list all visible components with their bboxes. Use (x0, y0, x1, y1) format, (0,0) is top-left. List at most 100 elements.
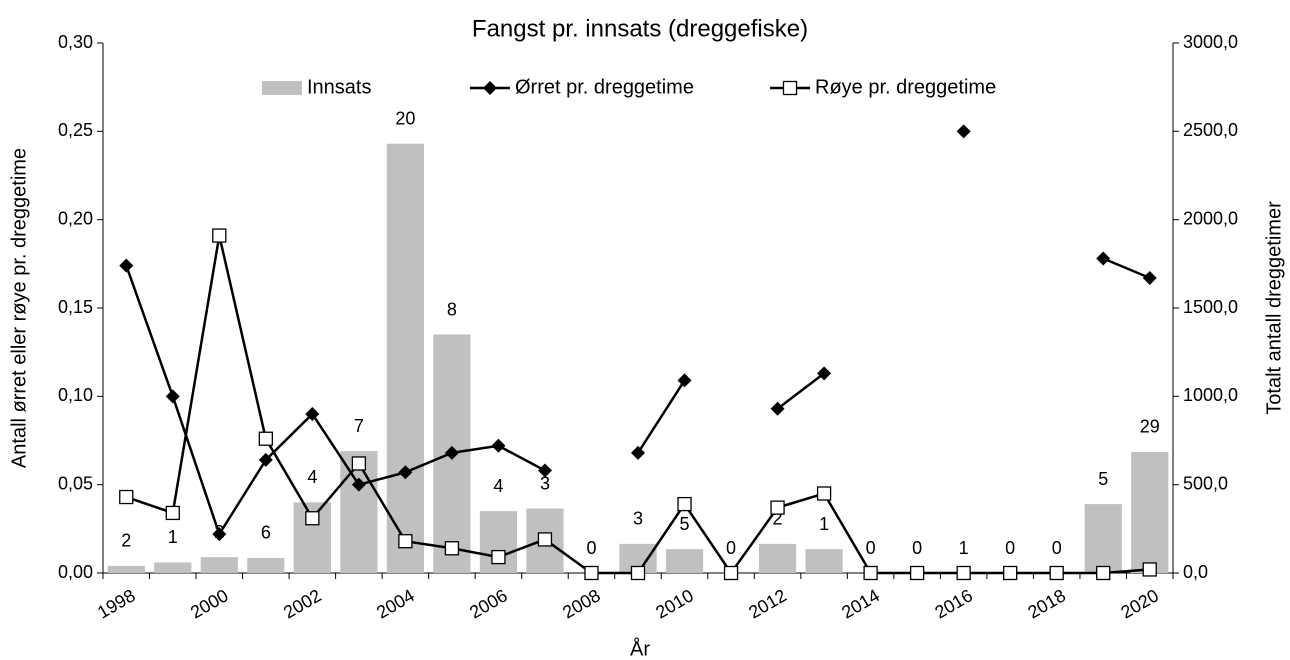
marker (677, 373, 692, 388)
marker (863, 565, 878, 581)
bar-label: 0 (912, 538, 922, 558)
bar (200, 557, 238, 573)
bar-label: 3 (540, 473, 550, 493)
marker (631, 445, 645, 460)
marker (398, 534, 413, 549)
bar-label: 4 (307, 467, 317, 487)
marker (1049, 565, 1064, 581)
y2-axis-label: Totalt antall dreggetimer (1263, 201, 1285, 415)
bar (154, 562, 192, 573)
marker (444, 445, 459, 460)
legend-label: Ørret pr. dreggetime (515, 76, 694, 98)
y2-tick-label: 0,0 (1183, 562, 1208, 582)
marker (956, 124, 971, 139)
marker (584, 565, 599, 581)
bar-label: 1 (168, 527, 178, 547)
y-tick-label: 0,00 (58, 562, 93, 582)
y2-tick-label: 1000,0 (1183, 385, 1238, 405)
y2-tick-label: 2000,0 (1183, 208, 1238, 228)
marker (537, 532, 553, 547)
marker (258, 452, 273, 467)
y-tick-label: 0,10 (58, 385, 93, 405)
bar-label: 5 (1098, 469, 1108, 489)
legend-label: Innsats (307, 76, 371, 98)
marker (305, 407, 320, 421)
bar-label: 20 (395, 108, 415, 128)
marker (770, 500, 785, 515)
legend-marker (483, 81, 497, 95)
bar-label: 7 (354, 416, 364, 436)
marker (1096, 565, 1111, 581)
marker (723, 565, 739, 581)
bar-label: 6 (261, 523, 271, 543)
bar (107, 565, 145, 573)
bar (247, 557, 285, 573)
bar-label: 29 (1140, 417, 1160, 437)
bar-label: 2 (773, 509, 783, 529)
y-axis-label: Antall ørret eller røye pr. dreggetime (8, 148, 30, 468)
x-tick-label: 2012 (745, 585, 790, 622)
y2-tick-label: 1500,0 (1183, 297, 1238, 317)
marker (212, 228, 227, 243)
x-tick-label: 2006 (466, 585, 511, 622)
bar-label: 0 (1005, 538, 1015, 558)
legend-swatch (262, 81, 302, 95)
bar-label: 0 (1052, 538, 1062, 558)
x-tick-label: 2002 (280, 585, 325, 622)
marker (165, 505, 180, 521)
marker (817, 366, 832, 381)
line (636, 379, 686, 454)
marker (537, 463, 552, 478)
bar (665, 549, 704, 573)
marker (630, 565, 646, 581)
marker (770, 401, 785, 416)
marker (258, 431, 273, 446)
y-tick-label: 0,30 (58, 32, 93, 52)
bar-label: 4 (493, 476, 503, 496)
marker (909, 565, 925, 581)
marker (1142, 562, 1157, 577)
bar (1131, 451, 1169, 573)
marker (119, 258, 134, 273)
x-axis-label: År (630, 637, 650, 660)
y-tick-label: 0,20 (58, 208, 93, 228)
x-tick-label: 2016 (931, 585, 976, 622)
marker (491, 438, 506, 453)
marker (444, 541, 460, 556)
bar-label: 1 (819, 514, 829, 534)
line (776, 372, 825, 410)
marker (398, 465, 413, 480)
y-tick-label: 0,25 (58, 120, 93, 140)
bar-label: 5 (680, 514, 690, 534)
marker (212, 527, 227, 542)
bar-label: 0 (726, 538, 736, 558)
marker (677, 496, 692, 512)
marker (119, 489, 134, 505)
marker (816, 486, 832, 501)
bar-label: 8 (447, 299, 457, 319)
bar (758, 543, 797, 573)
x-tick-label: 2000 (187, 585, 232, 622)
bar (1084, 504, 1122, 573)
y2-tick-label: 500,0 (1183, 473, 1228, 493)
bar-label: 0 (586, 538, 596, 558)
bar-label: 2 (121, 531, 131, 551)
bar-label: 0 (866, 538, 876, 558)
marker (305, 511, 320, 526)
marker (1142, 270, 1157, 285)
x-tick-label: 2014 (838, 585, 883, 622)
y-tick-label: 0,15 (58, 297, 93, 317)
bar-label: 1 (959, 538, 969, 558)
y2-tick-label: 3000,0 (1183, 32, 1238, 52)
x-tick-label: 2020 (1117, 585, 1162, 622)
bar (386, 143, 424, 573)
marker (165, 389, 180, 404)
marker (351, 456, 367, 471)
y2-tick-label: 2500,0 (1183, 120, 1238, 140)
marker (1096, 251, 1111, 266)
bar (340, 451, 378, 573)
x-tick-label: 1998 (94, 585, 139, 622)
line (1102, 257, 1151, 280)
x-tick-label: 2018 (1024, 585, 1069, 622)
